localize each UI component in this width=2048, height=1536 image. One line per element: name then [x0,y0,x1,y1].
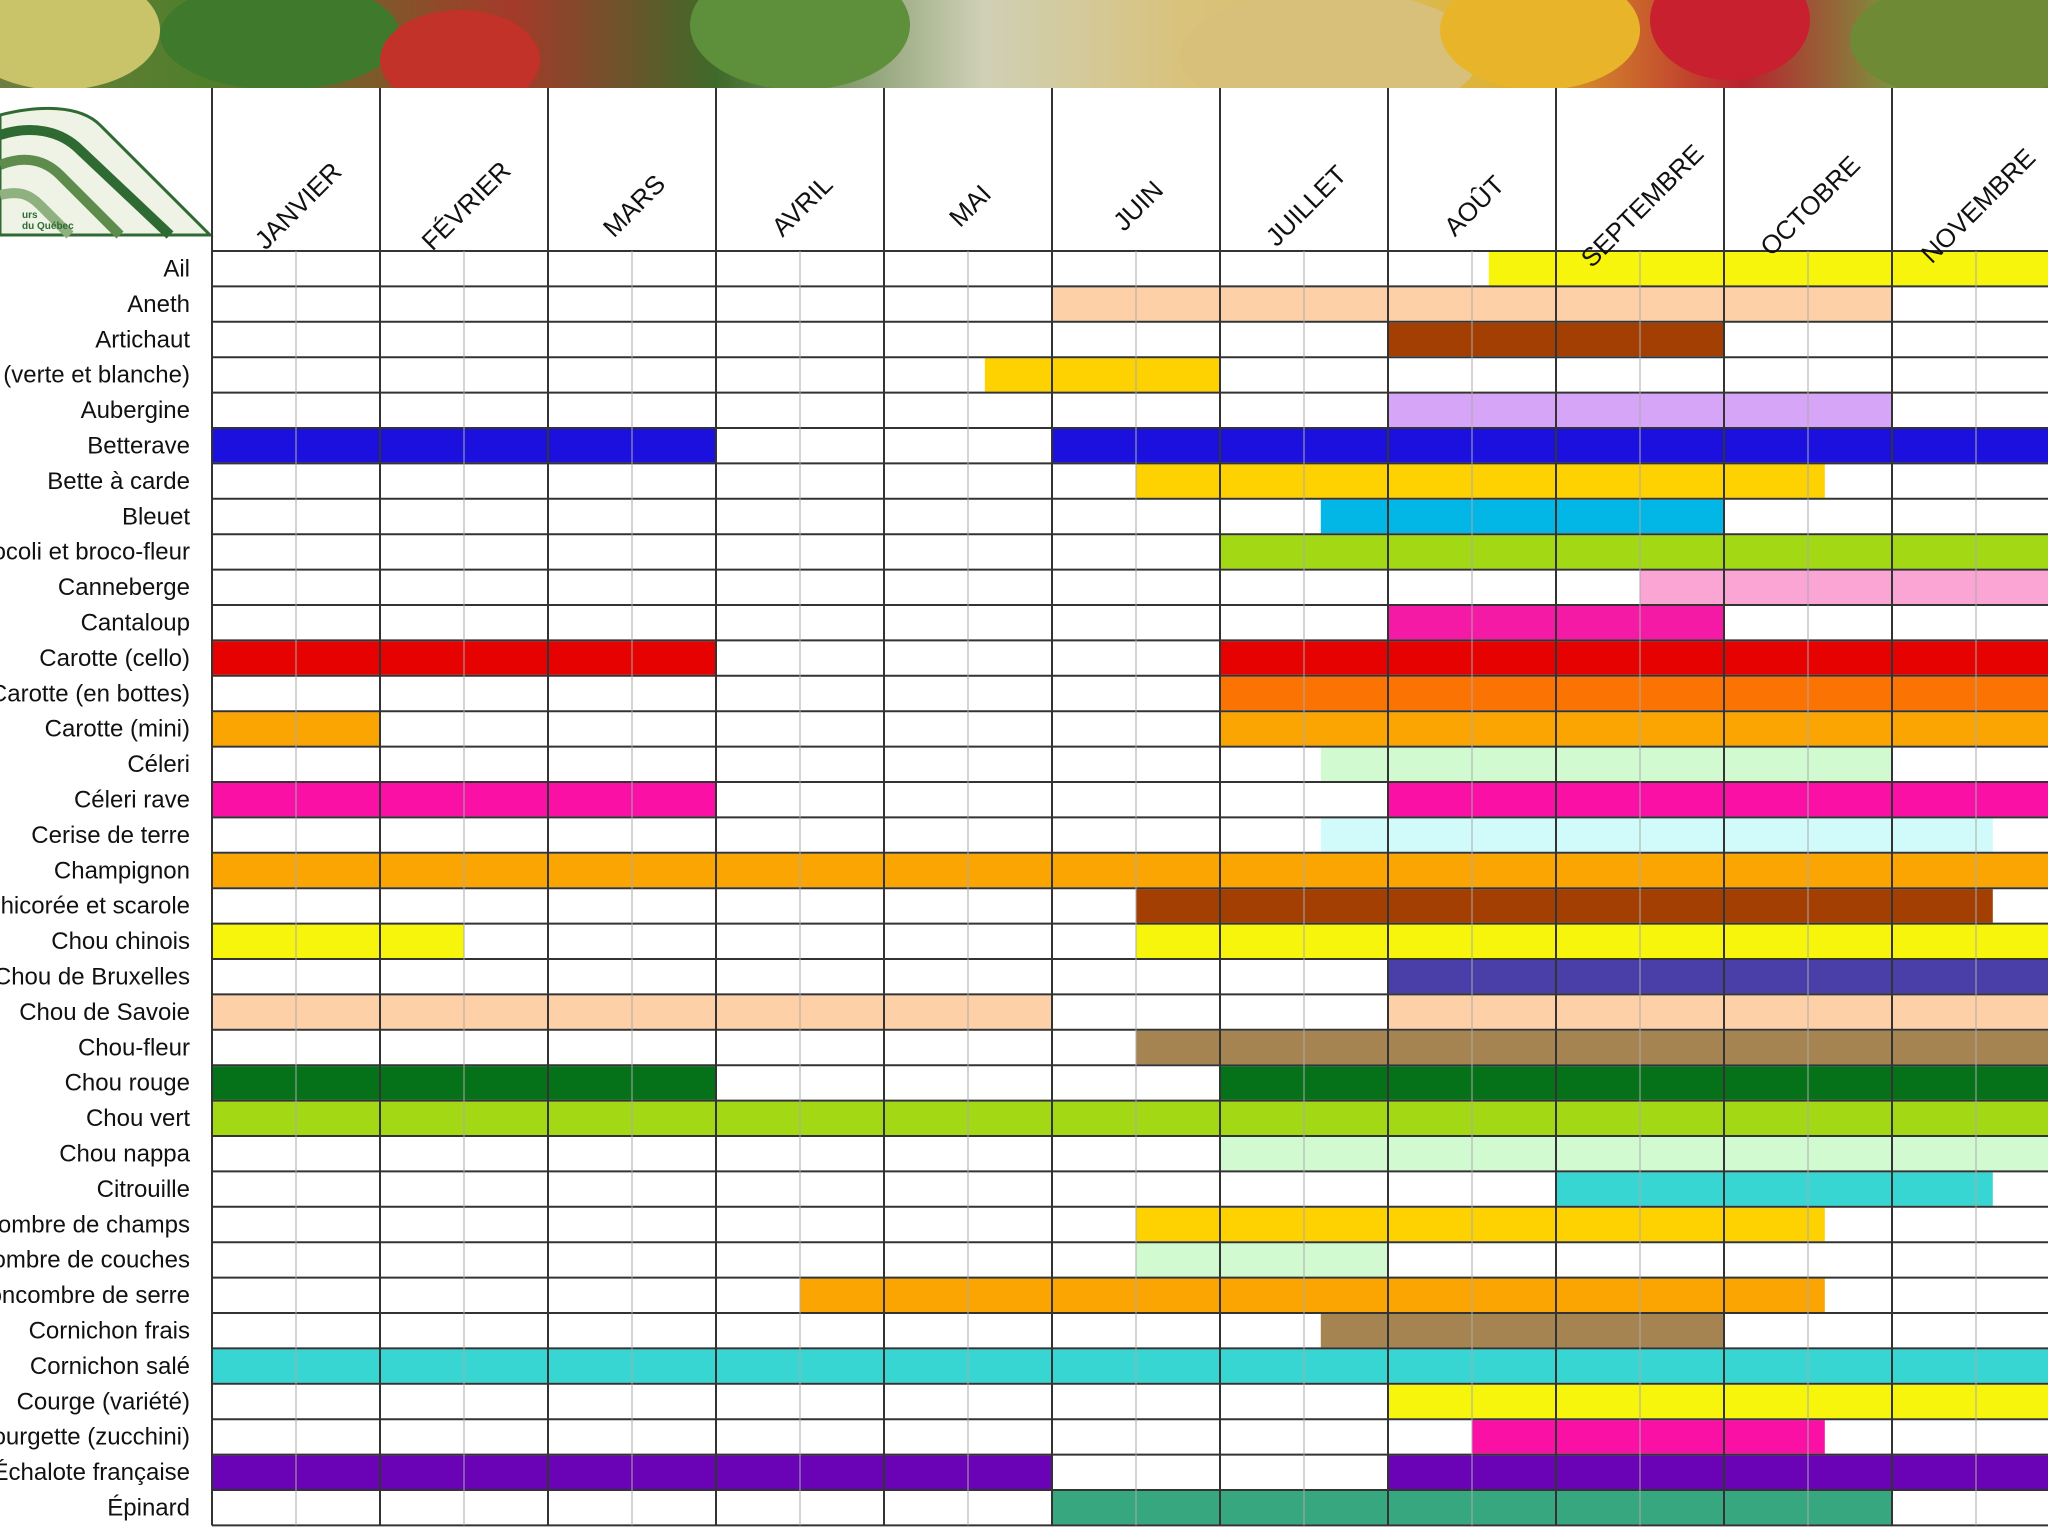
row-label-26: Citrouille [97,1176,190,1203]
bar-18-0 [1136,889,1993,923]
potato-shape [1180,0,1480,88]
month-label-2: MARS [597,168,671,242]
row-label-34: Échalote française [0,1459,190,1486]
month-label-10: NOVEMBRE [1915,142,2041,268]
row-label-8: ocoli et broco-fleur [0,539,190,566]
bar-34-1 [1388,1455,2048,1489]
bar-5-1 [1052,429,2048,463]
row-label-27: combre de champs [0,1211,190,1238]
row-label-1: Aneth [127,291,190,318]
bar-27-0 [1136,1207,1825,1242]
logo [0,107,214,239]
month-label-6: JUILLET [1260,159,1353,252]
row-label-33: ourgette (zucchini) [0,1424,190,1451]
row-label-18: Chicorée et scarole [0,893,190,920]
bar-20-0 [1388,960,2048,994]
row-label-35: Épinard [107,1494,190,1521]
bar-19-0 [212,924,464,958]
leaves-shape [160,0,400,88]
row-label-16: Cerise de terre [31,822,190,849]
row-label-23: Chou rouge [65,1070,190,1097]
row-label-28: combre de couches [0,1247,190,1274]
row-label-2: Artichaut [95,326,190,353]
bar-33-0 [1472,1420,1825,1454]
row-label-13: Carotte (mini) [45,716,190,743]
month-label-7: AOÛT [1438,169,1510,241]
bar-23-1 [1220,1066,2048,1100]
row-label-25: Chou nappa [59,1140,190,1167]
bar-26-0 [1556,1172,1993,1206]
bar-31-0 [212,1349,2048,1383]
row-label-20: Chou de Bruxelles [0,963,190,990]
bar-30-0 [1320,1314,1724,1348]
row-label-6: Bette à carde [47,468,190,495]
row-label-3: e (verte et blanche) [0,362,190,389]
row-label-21: Chou de Savoie [19,999,190,1026]
row-label-17: Champignon [54,857,190,884]
vegetable-banner [0,0,2048,88]
bar-14-0 [1320,747,1892,781]
bars [212,252,2048,1525]
tomato-shape [380,10,540,88]
cabbage-shape [690,0,910,88]
row-label-0: Ail [163,255,190,282]
row-label-5: Betterave [87,432,190,459]
bar-11-1 [1220,641,2048,675]
bar-9-0 [1640,570,2048,604]
bar-6-0 [1136,464,1825,498]
month-label-0: JANVIER [249,156,348,255]
bar-25-0 [1220,1137,2048,1171]
row-label-31: Cornichon salé [30,1353,190,1380]
bar-28-0 [1136,1243,1388,1277]
cucumber-shape [1850,0,2048,88]
bar-13-1 [1220,712,2048,746]
row-label-19: Chou chinois [51,928,190,955]
row-label-10: Cantaloup [81,609,190,636]
row-label-12: Carotte (en bottes) [0,680,190,707]
grid-lines [211,88,2048,1527]
bar-21-1 [1388,995,2048,1029]
bar-8-0 [1220,535,2048,569]
row-label-30: Cornichon frais [29,1317,190,1344]
month-label-4: MAI [943,179,997,233]
row-label-7: Bleuet [122,503,190,530]
bar-16-0 [1320,818,1993,852]
month-label-5: JUIN [1107,175,1169,237]
row-label-32: Courge (variété) [17,1388,190,1415]
bar-32-0 [1388,1384,2048,1419]
month-label-1: FÉVRIER [416,155,517,256]
row-label-29: oncombre de serre [0,1282,190,1309]
bar-24-0 [212,1101,2048,1135]
month-label-9: OCTOBRE [1754,150,1866,262]
month-label-3: AVRIL [766,169,839,242]
logo-line-2: du Québec [22,221,74,232]
bar-15-1 [1388,783,2048,817]
logo-text: urs du Québec [22,210,74,232]
row-label-11: Carotte (cello) [39,645,190,672]
row-label-9: Canneberge [58,574,190,601]
logo-line-1: urs [22,210,38,221]
bar-7-0 [1320,499,1724,534]
row-label-15: Céleri rave [74,786,190,813]
pepper-shape [1440,0,1640,88]
bar-12-0 [1220,676,2048,711]
row-label-24: Chou vert [86,1105,190,1132]
bar-22-0 [1136,1030,2048,1065]
bar-0-0 [1488,252,2048,286]
bar-29-0 [800,1278,1825,1312]
row-label-22: Chou-fleur [78,1034,190,1061]
bar-17-0 [212,853,2048,888]
bar-19-1 [1136,924,2048,958]
row-label-4: Aubergine [81,397,190,424]
row-label-14: Céleri [127,751,190,778]
bar-3-0 [984,358,1220,392]
